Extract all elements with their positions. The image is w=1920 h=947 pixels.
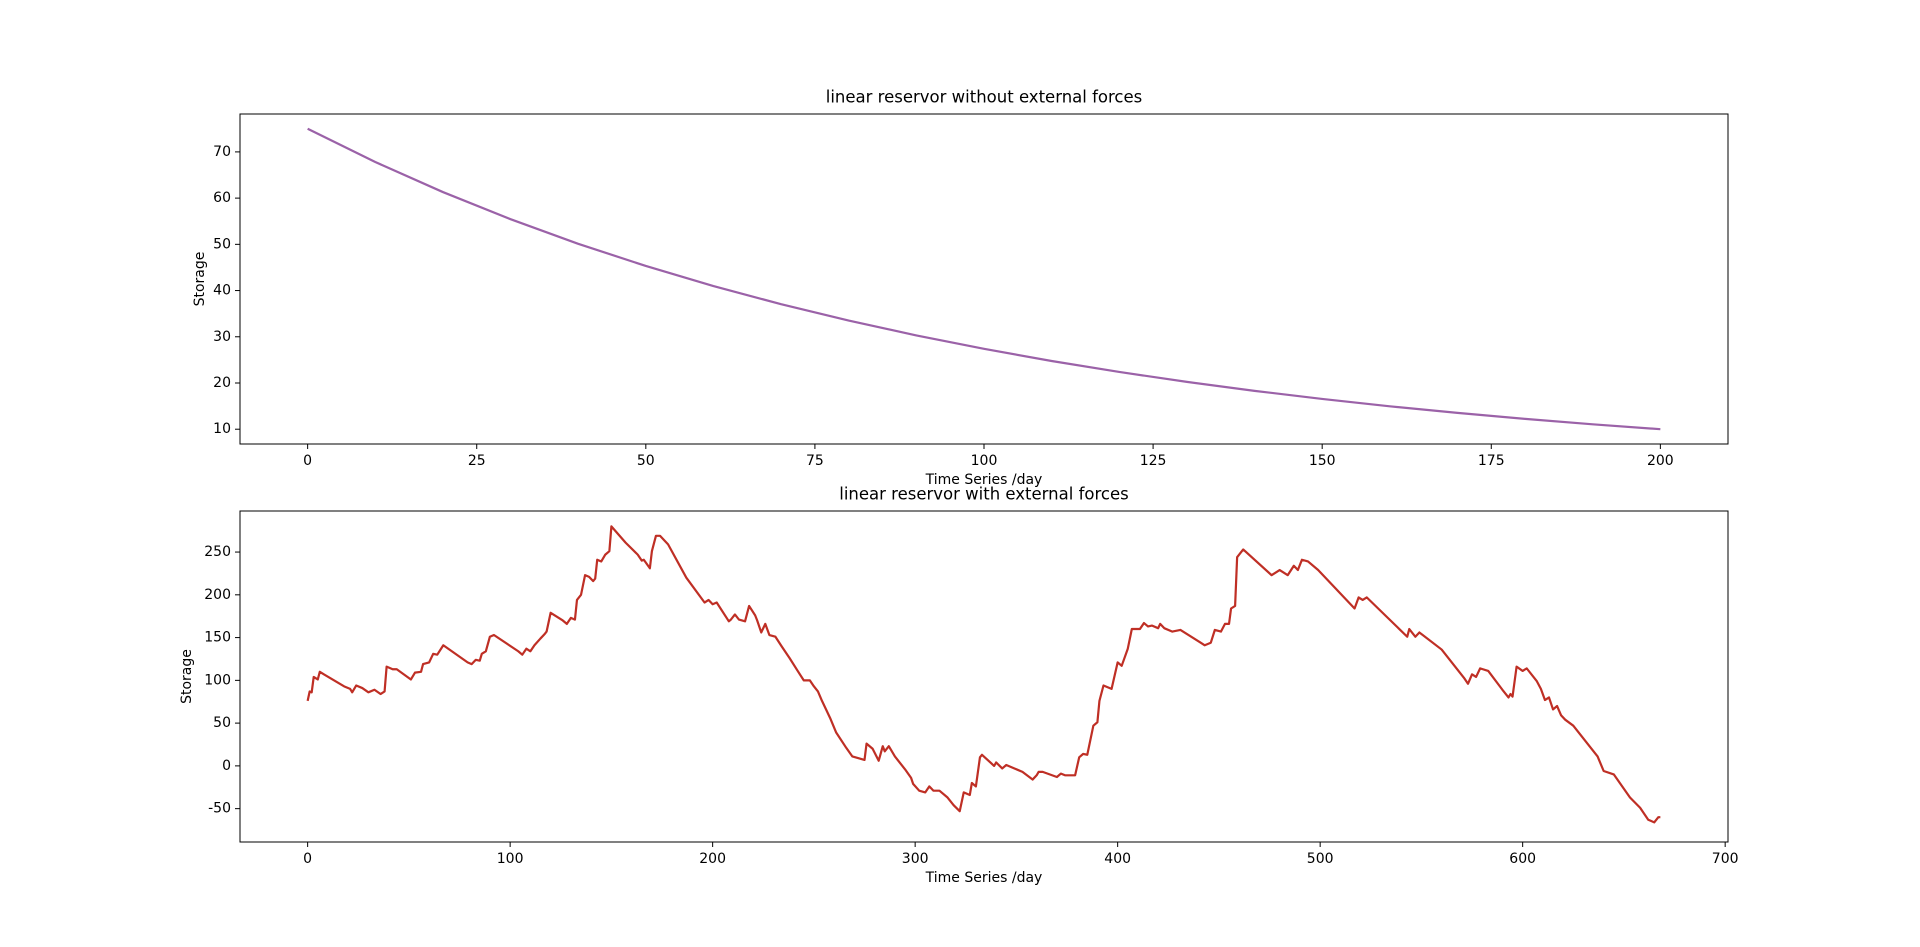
x-tick-label: 25 <box>468 453 486 469</box>
x-axis-label: Time Series /day <box>925 472 1043 488</box>
x-tick-label: 200 <box>1647 453 1674 469</box>
y-axis-label: Storage <box>192 252 208 307</box>
data-line <box>306 525 1661 824</box>
y-tick-label: 40 <box>213 283 231 299</box>
y-tick-label: 20 <box>213 375 231 391</box>
y-tick-label: -50 <box>208 801 231 817</box>
x-tick-label: 100 <box>497 851 524 867</box>
x-tick-label: 600 <box>1509 851 1536 867</box>
x-tick-label: 500 <box>1307 851 1334 867</box>
x-tick-label: 0 <box>303 453 312 469</box>
x-tick-label: 200 <box>699 851 726 867</box>
y-tick-label: 70 <box>213 144 231 160</box>
y-tick-label: 0 <box>222 758 231 774</box>
x-tick-label: 75 <box>806 453 824 469</box>
y-tick-label: 30 <box>213 329 231 345</box>
y-tick-label: 200 <box>204 587 231 603</box>
y-tick-label: 50 <box>213 715 231 731</box>
data-line <box>307 127 1661 431</box>
x-tick-label: 400 <box>1104 851 1131 867</box>
x-tick-label: 700 <box>1712 851 1739 867</box>
x-tick-label: 300 <box>902 851 929 867</box>
y-tick-label: 60 <box>213 190 231 206</box>
x-tick-label: 0 <box>303 851 312 867</box>
x-tick-label: 150 <box>1309 453 1336 469</box>
x-tick-label: 175 <box>1478 453 1505 469</box>
chart-title: linear reservor without external forces <box>826 88 1142 107</box>
y-tick-label: 10 <box>213 421 231 437</box>
y-tick-label: 100 <box>204 672 231 688</box>
axes-frame <box>239 510 1729 843</box>
y-axis-label: Storage <box>179 649 195 704</box>
chart-title: linear reservor with external forces <box>839 485 1128 504</box>
x-tick-label: 125 <box>1140 453 1167 469</box>
y-tick-label: 150 <box>204 630 231 646</box>
x-tick-label: 100 <box>971 453 998 469</box>
y-tick-label: 250 <box>204 544 231 560</box>
axes-frame <box>239 113 1729 445</box>
x-tick-label: 50 <box>637 453 655 469</box>
x-axis-label: Time Series /day <box>925 870 1043 886</box>
y-tick-label: 50 <box>213 236 231 252</box>
